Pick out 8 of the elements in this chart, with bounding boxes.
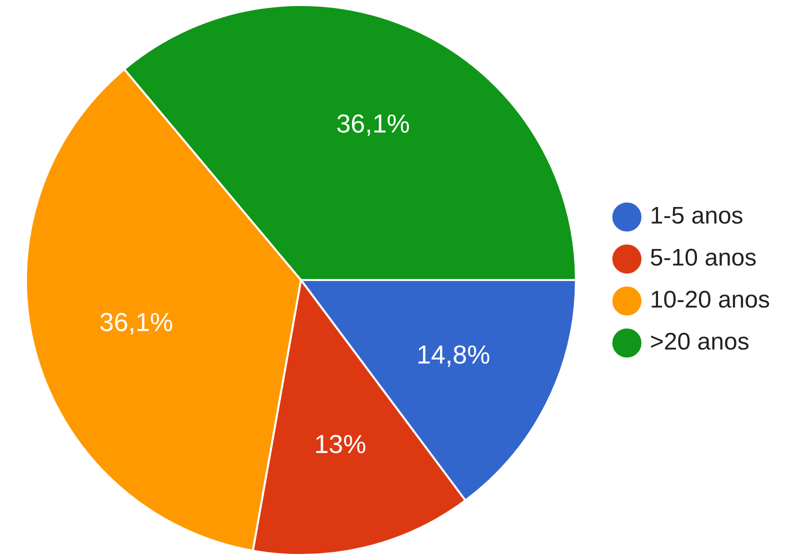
legend-label: >20 anos [650, 328, 750, 356]
legend-label: 5-10 anos [650, 244, 757, 272]
data-label: 36,1% [336, 108, 410, 139]
data-label: 14,8% [416, 340, 490, 370]
legend-label: 1-5 anos [650, 202, 744, 230]
legend-label: 10-20 anos [650, 286, 770, 314]
data-label: 36,1% [99, 307, 174, 338]
data-label: 13% [314, 429, 366, 460]
